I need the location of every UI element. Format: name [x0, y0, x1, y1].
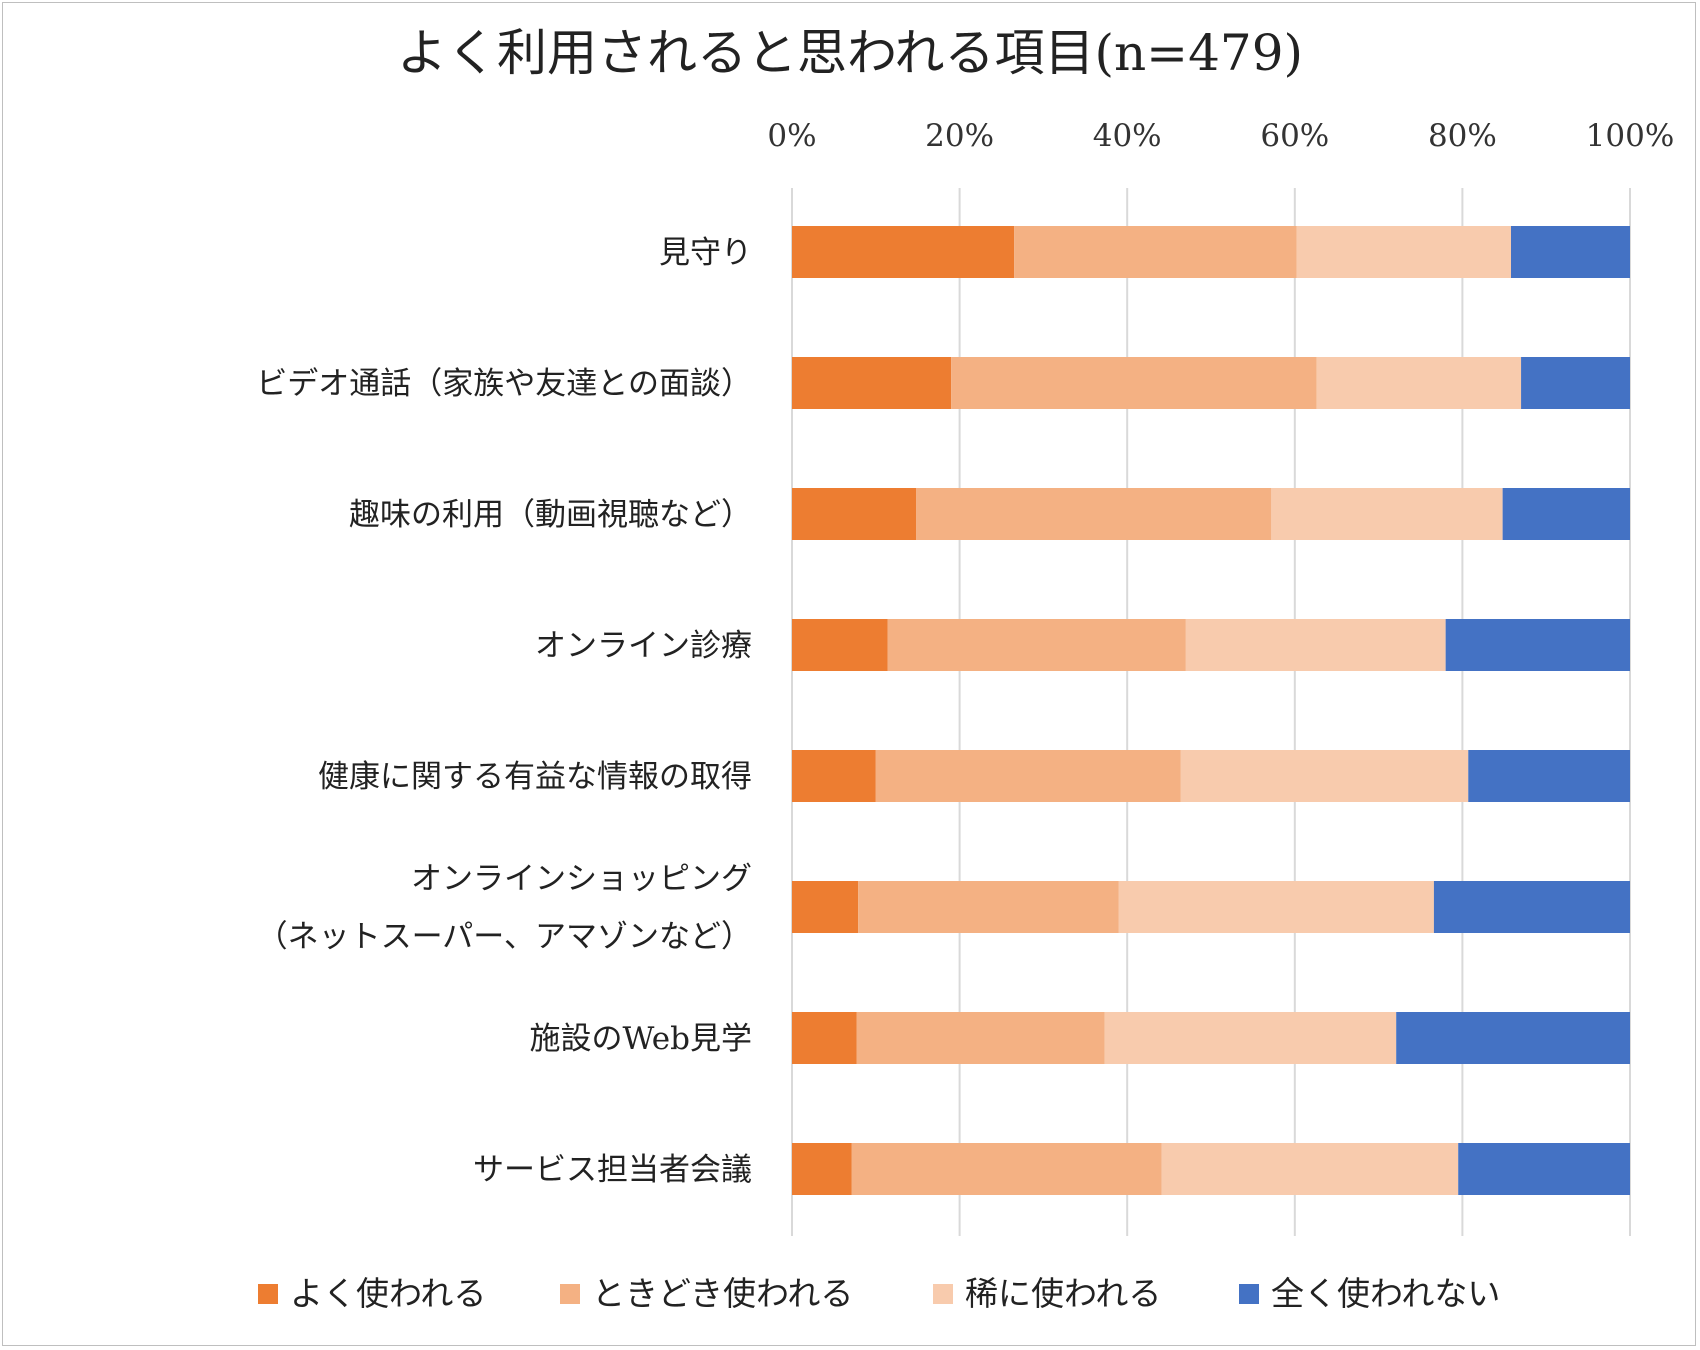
x-tick-label: 80% [1428, 118, 1497, 154]
bar-segment [875, 750, 1181, 802]
bar-segment [1185, 619, 1446, 671]
chart-title: よく利用されると思われる項目(n=479) [397, 24, 1303, 82]
legend-swatch [258, 1284, 278, 1304]
legend-swatch [560, 1284, 580, 1304]
category-label: 施設のWeb見学 [529, 1021, 752, 1057]
bar-segment [1118, 881, 1434, 933]
bar-segment [1296, 226, 1512, 278]
x-tick-label: 100% [1586, 118, 1675, 154]
bar-segment [1271, 488, 1503, 540]
bar-segment [858, 881, 1119, 933]
bar-segment [1396, 1012, 1630, 1064]
legend-label: よく使われる [290, 1274, 486, 1313]
x-tick-label: 60% [1260, 118, 1329, 154]
bar-segment [1014, 226, 1297, 278]
bar-segment [951, 357, 1317, 409]
x-tick-label: 20% [925, 118, 994, 154]
bars [792, 226, 1630, 1195]
bar-segment [1445, 619, 1630, 671]
category-label: 見守り [659, 235, 752, 271]
bar-segment [1521, 357, 1630, 409]
bar-segment [792, 619, 888, 671]
category-label: ビデオ通話（家族や友達との面談） [256, 366, 752, 402]
legend: よく使われる ときどき使われる 稀に使われる 全く使われない [258, 1274, 1500, 1313]
gridlines [791, 188, 1631, 1236]
bar-segment [1180, 750, 1469, 802]
legend-label: ときどき使われる [592, 1274, 853, 1313]
bar-segment [856, 1012, 1105, 1064]
bar-segment [1511, 226, 1630, 278]
x-tick-label: 40% [1093, 118, 1162, 154]
bar-segment [887, 619, 1186, 671]
category-label: 健康に関する有益な情報の取得 [318, 759, 752, 795]
bar-segment [1433, 881, 1630, 933]
bar-segment [1468, 750, 1630, 802]
bar-segment [792, 226, 1015, 278]
category-label: オンラインショッピング [411, 861, 752, 897]
bar-segment [792, 1143, 852, 1195]
category-label: サービス担当者会議 [473, 1152, 752, 1188]
bar-segment [1316, 357, 1522, 409]
bar-segment [1502, 488, 1630, 540]
bar-segment [1458, 1143, 1630, 1195]
category-label: オンライン診療 [535, 628, 752, 664]
legend-swatch [933, 1284, 953, 1304]
bar-segment [792, 881, 859, 933]
legend-swatch [1239, 1284, 1259, 1304]
category-label: 趣味の利用（動画視聴など） [349, 497, 752, 533]
legend-label: 稀に使われる [965, 1274, 1161, 1313]
legend-label: 全く使われない [1271, 1274, 1500, 1313]
x-axis-ticks: 0% 20% 40% 60% 80% 100% [767, 118, 1674, 154]
x-tick-label: 0% [767, 118, 816, 154]
bar-segment [792, 750, 876, 802]
bar-segment [792, 1012, 857, 1064]
bar-segment [916, 488, 1272, 540]
bar-segment [1161, 1143, 1459, 1195]
bar-segment [851, 1143, 1162, 1195]
bar-segment [792, 357, 952, 409]
bar-segment [1104, 1012, 1397, 1064]
bar-segment [792, 488, 917, 540]
category-label: （ネットスーパー、アマゾンなど） [257, 919, 752, 955]
